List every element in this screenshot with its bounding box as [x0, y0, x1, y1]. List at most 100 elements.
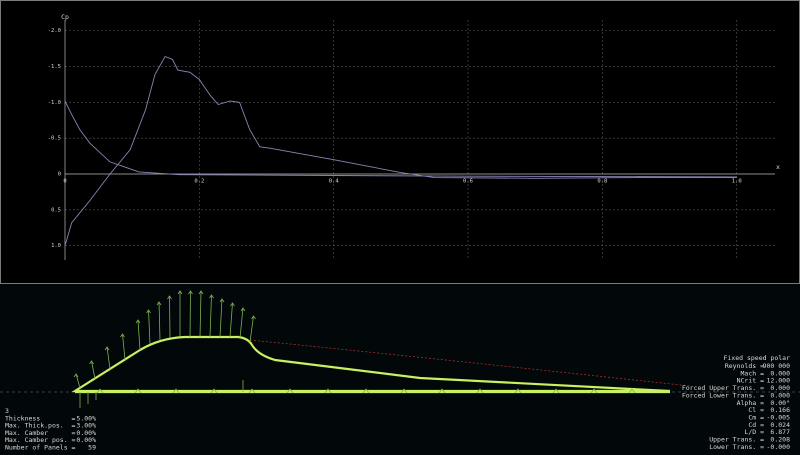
pressure-vector	[137, 319, 141, 351]
y-tick-label: -1.5	[48, 64, 61, 70]
polar-title: Fixed speed polar	[723, 354, 790, 362]
pressure-vector	[229, 302, 233, 338]
pressure-vector	[239, 307, 244, 339]
foil-value: 0.00%	[76, 436, 96, 444]
vector-head	[120, 333, 125, 338]
vector-tick	[324, 388, 332, 394]
vector-head	[73, 373, 79, 378]
pressure-vector	[106, 346, 111, 370]
polar-label: Reynolds =	[725, 362, 764, 370]
polar-label: Cl =	[748, 406, 764, 414]
y-tick-label: -1.0	[48, 100, 61, 106]
y-tick-label: 0	[58, 172, 61, 178]
x-tick-label: 0.8	[597, 179, 607, 185]
polar-label: Forced Upper Trans. =	[682, 384, 764, 392]
vector-tick	[286, 388, 294, 394]
y-tick-label: 0.5	[51, 207, 61, 213]
vector-tick	[134, 388, 142, 394]
vector-tick	[552, 388, 560, 394]
foil-label: Max. Camber pos. =	[5, 436, 76, 444]
vector-tick	[514, 388, 522, 394]
polar-label: Cm =	[748, 413, 764, 421]
pressure-vector	[199, 290, 202, 338]
cp-curve	[64, 55, 737, 246]
vector-head	[209, 294, 214, 299]
x-tick-label: 0.6	[463, 179, 473, 185]
foil-value: 3.00%	[76, 422, 96, 430]
vector-tick	[590, 388, 598, 394]
polar-value: 12.000	[767, 377, 791, 385]
vector-head	[167, 295, 172, 300]
vector-head	[240, 307, 246, 312]
vector-head	[177, 290, 183, 295]
foil-label: Max. Camber =	[5, 429, 76, 437]
polar-value: -0.005	[767, 413, 791, 421]
vector-tick	[172, 388, 180, 394]
cp-plot: -2.0-1.5-1.0-0.500.51.000.20.40.60.81.0C…	[48, 13, 780, 260]
foil-label: Number of Panels =	[5, 443, 76, 451]
foil-value: 0.00%	[76, 429, 96, 437]
foil-value: 5.00%	[76, 415, 96, 423]
vector-head	[188, 290, 193, 295]
polar-value: -0.000	[767, 443, 791, 451]
polar-value: 0.000	[770, 369, 790, 377]
foil-value: 59	[88, 443, 96, 451]
vector-head	[135, 319, 141, 324]
pressure-vector	[219, 298, 223, 338]
polar-value: 900 000	[763, 362, 790, 370]
polar-value: 0.000	[770, 384, 790, 392]
pressure-vector	[209, 294, 212, 338]
polar-label: Mach =	[741, 369, 765, 377]
pressure-vector	[189, 290, 191, 338]
polar-label: Alpha =	[737, 399, 764, 407]
vector-head	[230, 302, 235, 307]
vector-tick	[248, 388, 256, 394]
vector-tick	[400, 388, 408, 394]
polar-value: 0.024	[770, 421, 790, 429]
vector-tick	[476, 388, 484, 394]
vector-tick	[362, 388, 370, 394]
polar-value: 0.208	[770, 436, 790, 444]
pressure-vector	[148, 309, 151, 345]
pressure-vector	[122, 333, 126, 361]
boundary-layer	[249, 339, 691, 387]
polar-value: 0.000	[770, 391, 790, 399]
polar-label: Forced Lower Trans. =	[682, 391, 764, 399]
vector-head	[198, 290, 204, 295]
polar-value: 0.00°	[770, 399, 790, 407]
x-axis-label: x	[776, 163, 780, 171]
polar-value: 6.877	[770, 428, 790, 436]
vector-tick	[96, 388, 104, 394]
foil-view	[0, 290, 800, 408]
pressure-vector	[169, 295, 171, 339]
x-tick-label: 0.4	[329, 179, 340, 185]
polar-label: Upper Trans. =	[709, 436, 764, 444]
y-tick-label: -2.0	[48, 28, 61, 34]
y-axis-label: Cp	[61, 13, 69, 21]
pressure-vector	[75, 373, 81, 389]
polar-label: Lower Trans. =	[709, 443, 764, 451]
vector-tick	[438, 388, 446, 394]
airfoil-outline	[71, 335, 671, 393]
vector-head	[89, 360, 94, 365]
x-tick-label: 0.2	[194, 179, 204, 185]
pressure-vector	[158, 301, 161, 341]
foil-name: 3	[5, 407, 9, 415]
polar-label: L/D =	[744, 428, 764, 436]
vector-head	[156, 301, 162, 306]
vector-head	[251, 315, 256, 320]
vector-tick	[210, 388, 218, 394]
cp-panel	[0, 0, 800, 284]
y-tick-label: 1.0	[51, 243, 61, 249]
cp-curve	[64, 100, 737, 178]
foil-label: Max. Thick.pos. =	[5, 422, 76, 430]
x-tick-label: 1.0	[732, 179, 742, 185]
pressure-vectors	[73, 290, 636, 408]
foil-label: Thickness =	[5, 415, 76, 423]
vector-head	[219, 298, 225, 303]
vector-head	[104, 346, 110, 351]
pressure-vector	[249, 315, 254, 343]
polar-label: NCrit =	[737, 377, 764, 385]
vector-head	[146, 309, 151, 314]
